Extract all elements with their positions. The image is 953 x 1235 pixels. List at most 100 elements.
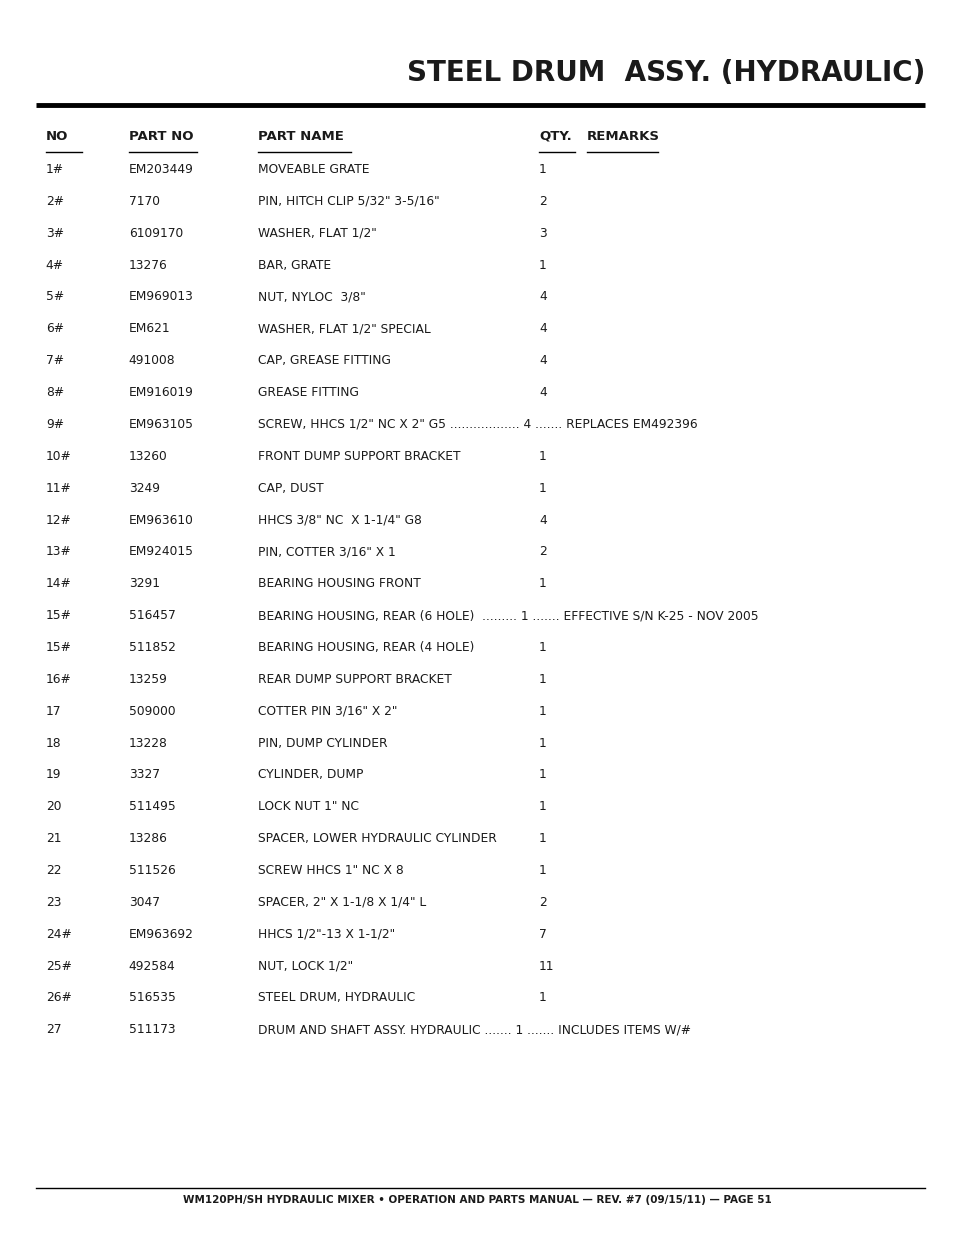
Text: 1: 1 — [538, 768, 546, 782]
Text: 25#: 25# — [46, 960, 71, 973]
Text: 8#: 8# — [46, 387, 64, 399]
Text: EM963692: EM963692 — [129, 927, 193, 941]
Text: PART NO: PART NO — [129, 130, 193, 143]
Text: 1: 1 — [538, 864, 546, 877]
Text: PART NAME: PART NAME — [257, 130, 343, 143]
Text: 2: 2 — [538, 895, 546, 909]
Text: WASHER, FLAT 1/2" SPECIAL: WASHER, FLAT 1/2" SPECIAL — [257, 322, 430, 336]
Text: 516457: 516457 — [129, 609, 175, 622]
Text: BEARING HOUSING FRONT: BEARING HOUSING FRONT — [257, 577, 420, 590]
Text: 15#: 15# — [46, 609, 71, 622]
Text: EM621: EM621 — [129, 322, 171, 336]
Text: 4: 4 — [538, 322, 546, 336]
Text: 7170: 7170 — [129, 195, 159, 207]
Text: SPACER, LOWER HYDRAULIC CYLINDER: SPACER, LOWER HYDRAULIC CYLINDER — [257, 832, 496, 845]
Text: 7#: 7# — [46, 354, 64, 367]
Text: 10#: 10# — [46, 450, 71, 463]
Text: 1: 1 — [538, 258, 546, 272]
Text: BEARING HOUSING, REAR (6 HOLE)  ......... 1 ....... EFFECTIVE S/N K-25 - NOV 200: BEARING HOUSING, REAR (6 HOLE) .........… — [257, 609, 758, 622]
Text: EM963105: EM963105 — [129, 417, 193, 431]
Text: 12#: 12# — [46, 514, 71, 526]
Text: 2: 2 — [538, 195, 546, 207]
Text: EM203449: EM203449 — [129, 163, 193, 177]
Text: 6#: 6# — [46, 322, 64, 336]
Text: GREASE FITTING: GREASE FITTING — [257, 387, 358, 399]
Text: 516535: 516535 — [129, 992, 175, 1004]
Text: PIN, HITCH CLIP 5/32" 3-5/16": PIN, HITCH CLIP 5/32" 3-5/16" — [257, 195, 438, 207]
Text: 7: 7 — [538, 927, 546, 941]
Text: 1#: 1# — [46, 163, 64, 177]
Text: 16#: 16# — [46, 673, 71, 685]
Text: 1: 1 — [538, 832, 546, 845]
Text: SCREW, HHCS 1/2" NC X 2" G5 .................. 4 ....... REPLACES EM492396: SCREW, HHCS 1/2" NC X 2" G5 ............… — [257, 417, 697, 431]
Text: 2: 2 — [538, 546, 546, 558]
Text: NO: NO — [46, 130, 68, 143]
Text: 15#: 15# — [46, 641, 71, 655]
Text: 13286: 13286 — [129, 832, 168, 845]
Text: 13276: 13276 — [129, 258, 168, 272]
Text: NUT, LOCK 1/2": NUT, LOCK 1/2" — [257, 960, 353, 973]
Text: EM924015: EM924015 — [129, 546, 193, 558]
Text: 511852: 511852 — [129, 641, 175, 655]
Text: DRUM AND SHAFT ASSY. HYDRAULIC ....... 1 ....... INCLUDES ITEMS W/#: DRUM AND SHAFT ASSY. HYDRAULIC ....... 1… — [257, 1024, 690, 1036]
Text: 22: 22 — [46, 864, 61, 877]
Text: PIN, DUMP CYLINDER: PIN, DUMP CYLINDER — [257, 736, 387, 750]
Text: REAR DUMP SUPPORT BRACKET: REAR DUMP SUPPORT BRACKET — [257, 673, 451, 685]
Text: 4: 4 — [538, 387, 546, 399]
Text: 511526: 511526 — [129, 864, 175, 877]
Text: SCREW HHCS 1" NC X 8: SCREW HHCS 1" NC X 8 — [257, 864, 403, 877]
Text: COTTER PIN 3/16" X 2": COTTER PIN 3/16" X 2" — [257, 705, 396, 718]
Text: WM120PH/SH HYDRAULIC MIXER • OPERATION AND PARTS MANUAL — REV. #7 (09/15/11) — P: WM120PH/SH HYDRAULIC MIXER • OPERATION A… — [182, 1195, 771, 1205]
Text: CAP, DUST: CAP, DUST — [257, 482, 323, 495]
Text: 13259: 13259 — [129, 673, 168, 685]
Text: 1: 1 — [538, 577, 546, 590]
Text: EM963610: EM963610 — [129, 514, 193, 526]
Text: 1: 1 — [538, 736, 546, 750]
Text: BEARING HOUSING, REAR (4 HOLE): BEARING HOUSING, REAR (4 HOLE) — [257, 641, 474, 655]
Text: BAR, GRATE: BAR, GRATE — [257, 258, 331, 272]
Text: QTY.: QTY. — [538, 130, 571, 143]
Text: LOCK NUT 1" NC: LOCK NUT 1" NC — [257, 800, 358, 814]
Text: 491008: 491008 — [129, 354, 175, 367]
Text: 1: 1 — [538, 641, 546, 655]
Text: 1: 1 — [538, 992, 546, 1004]
Text: PIN, COTTER 3/16" X 1: PIN, COTTER 3/16" X 1 — [257, 546, 395, 558]
Text: CYLINDER, DUMP: CYLINDER, DUMP — [257, 768, 362, 782]
Text: NUT, NYLOC  3/8": NUT, NYLOC 3/8" — [257, 290, 365, 304]
Text: EM916019: EM916019 — [129, 387, 193, 399]
Text: 3291: 3291 — [129, 577, 159, 590]
Text: 4#: 4# — [46, 258, 64, 272]
Text: WASHER, FLAT 1/2": WASHER, FLAT 1/2" — [257, 227, 375, 240]
Text: 511495: 511495 — [129, 800, 175, 814]
Text: 19: 19 — [46, 768, 61, 782]
Text: 9#: 9# — [46, 417, 64, 431]
Text: 4: 4 — [538, 290, 546, 304]
Text: 1: 1 — [538, 800, 546, 814]
Text: 13228: 13228 — [129, 736, 168, 750]
Text: 1: 1 — [538, 450, 546, 463]
Text: EM969013: EM969013 — [129, 290, 193, 304]
Text: CAP, GREASE FITTING: CAP, GREASE FITTING — [257, 354, 390, 367]
Text: STEEL DRUM  ASSY. (HYDRAULIC): STEEL DRUM ASSY. (HYDRAULIC) — [407, 59, 924, 88]
Text: 23: 23 — [46, 895, 61, 909]
Text: 13260: 13260 — [129, 450, 168, 463]
Text: 3#: 3# — [46, 227, 64, 240]
Text: 1: 1 — [538, 163, 546, 177]
Text: 4: 4 — [538, 514, 546, 526]
Text: 509000: 509000 — [129, 705, 175, 718]
Text: MOVEABLE GRATE: MOVEABLE GRATE — [257, 163, 369, 177]
Text: 1: 1 — [538, 705, 546, 718]
Text: 20: 20 — [46, 800, 61, 814]
Text: 1: 1 — [538, 673, 546, 685]
Text: 26#: 26# — [46, 992, 71, 1004]
Text: SPACER, 2" X 1-1/8 X 1/4" L: SPACER, 2" X 1-1/8 X 1/4" L — [257, 895, 425, 909]
Text: 21: 21 — [46, 832, 61, 845]
Text: 13#: 13# — [46, 546, 71, 558]
Text: STEEL DRUM, HYDRAULIC: STEEL DRUM, HYDRAULIC — [257, 992, 415, 1004]
Text: 27: 27 — [46, 1024, 61, 1036]
Text: 17: 17 — [46, 705, 61, 718]
Text: 1: 1 — [538, 482, 546, 495]
Text: 3: 3 — [538, 227, 546, 240]
Text: 3327: 3327 — [129, 768, 159, 782]
Text: 6109170: 6109170 — [129, 227, 183, 240]
